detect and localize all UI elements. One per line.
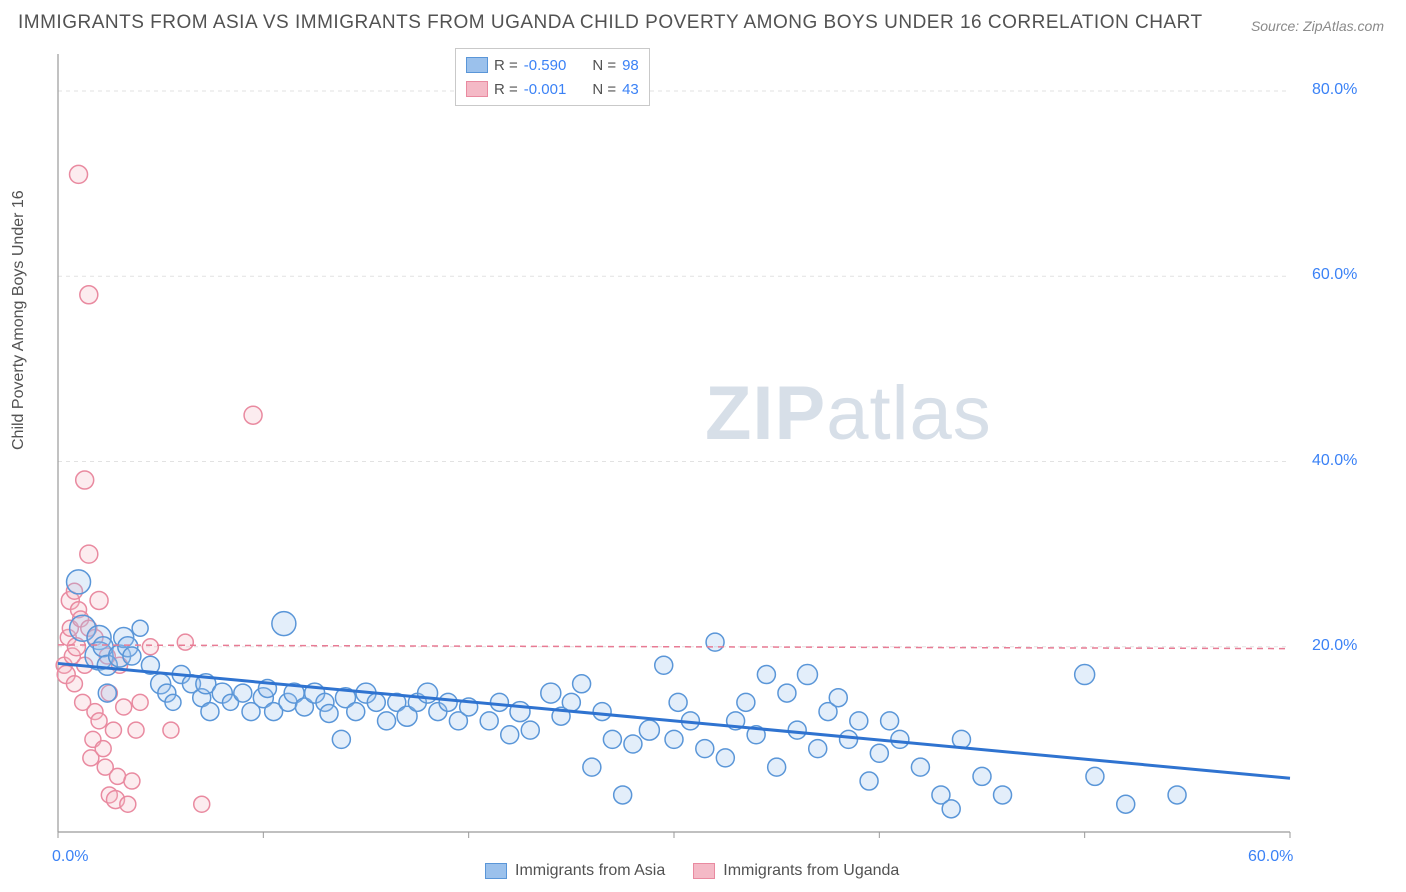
bottom-legend: Immigrants from Asia Immigrants from Ugan… xyxy=(485,862,899,880)
stat-n-value: 98 xyxy=(622,57,639,74)
stat-r-label: R = xyxy=(494,57,518,74)
stat-row: R = -0.590 N = 98 xyxy=(466,53,639,77)
stat-n-label: N = xyxy=(592,57,616,74)
y-axis-label: Child Poverty Among Boys Under 16 xyxy=(10,190,28,450)
y-tick-label: 20.0% xyxy=(1312,637,1357,655)
source-attribution: Source: ZipAtlas.com xyxy=(1251,18,1384,34)
legend-item: Immigrants from Asia xyxy=(485,862,665,880)
legend-swatch xyxy=(485,863,507,879)
legend-label: Immigrants from Uganda xyxy=(723,862,899,880)
y-tick-label: 80.0% xyxy=(1312,81,1357,99)
legend-item: Immigrants from Uganda xyxy=(693,862,899,880)
stat-row: R = -0.001 N = 43 xyxy=(466,77,639,101)
legend-swatch xyxy=(466,81,488,97)
x-tick-label: 60.0% xyxy=(1248,848,1293,866)
legend-swatch xyxy=(466,57,488,73)
legend-swatch xyxy=(693,863,715,879)
stat-n-label: N = xyxy=(592,81,616,98)
scatter-chart xyxy=(48,44,1300,842)
legend-label: Immigrants from Asia xyxy=(515,862,665,880)
y-tick-label: 40.0% xyxy=(1312,452,1357,470)
stat-r-label: R = xyxy=(494,81,518,98)
stat-n-value: 43 xyxy=(622,81,639,98)
y-tick-label: 60.0% xyxy=(1312,266,1357,284)
stat-r-value: -0.001 xyxy=(524,81,567,98)
stat-r-value: -0.590 xyxy=(524,57,567,74)
x-tick-label: 0.0% xyxy=(52,848,88,866)
chart-title: IMMIGRANTS FROM ASIA VS IMMIGRANTS FROM … xyxy=(18,12,1203,34)
correlation-stats-box: R = -0.590 N = 98 R = -0.001 N = 43 xyxy=(455,48,650,106)
